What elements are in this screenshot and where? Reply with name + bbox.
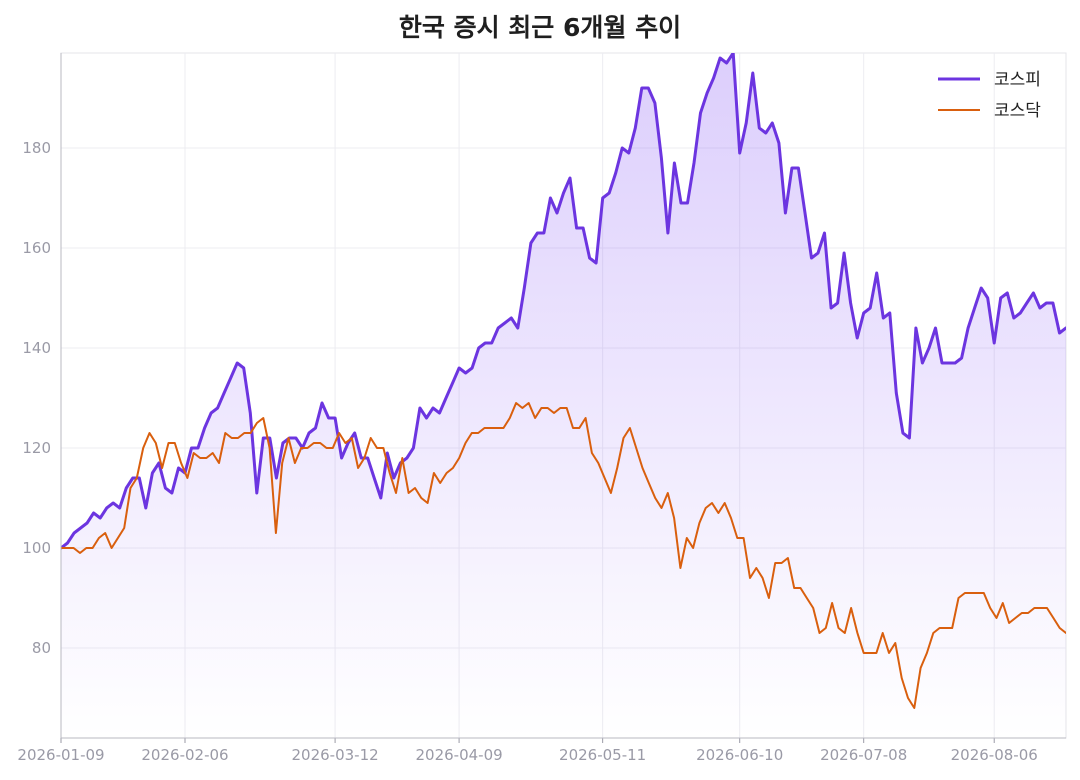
y-tick-label: 100 xyxy=(22,539,51,557)
x-tick-label: 2026-06-10 xyxy=(696,746,783,764)
legend-label: 코스피 xyxy=(994,70,1041,90)
x-tick-label: 2026-02-06 xyxy=(141,746,228,764)
x-tick-label: 2026-08-06 xyxy=(951,746,1038,764)
x-tick-label: 2026-04-09 xyxy=(415,746,502,764)
x-tick-label: 2026-07-08 xyxy=(820,746,907,764)
y-tick-label: 140 xyxy=(22,339,51,357)
legend-label: 코스닥 xyxy=(994,101,1041,121)
series-line-kosdaq xyxy=(61,402,1066,709)
chart-title: 한국 증시 최근 6개월 추이 xyxy=(398,13,682,42)
x-tick-label: 2026-03-12 xyxy=(291,746,378,764)
series-area-kospi xyxy=(61,53,1066,738)
y-tick-label: 180 xyxy=(22,139,51,157)
x-tick-label: 2026-05-11 xyxy=(559,746,646,764)
x-tick-label: 2026-01-09 xyxy=(17,746,104,764)
y-tick-label: 80 xyxy=(32,639,51,657)
series-line-kospi xyxy=(61,53,1066,550)
y-tick-label: 120 xyxy=(22,439,51,457)
y-tick-label: 160 xyxy=(22,239,51,257)
